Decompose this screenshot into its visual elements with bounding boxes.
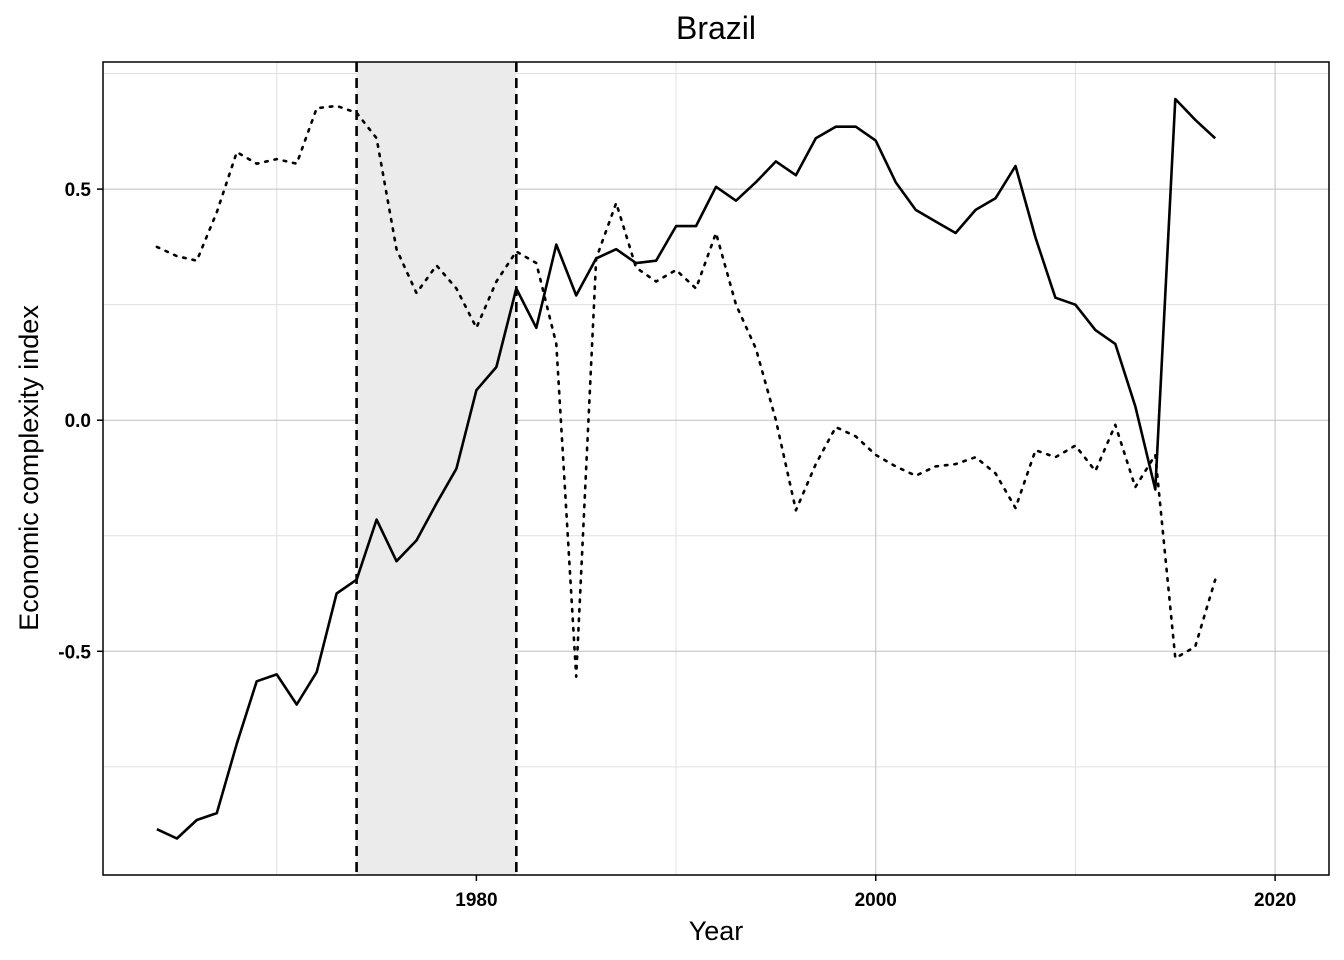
series-line-solid — [156, 97, 1217, 840]
series-line-dotted — [155, 104, 1217, 679]
shaded-period — [356, 62, 517, 875]
x-tick-label: 2000 — [855, 890, 897, 911]
y-tick-label: 0.0 — [65, 411, 91, 432]
minor-gridlines — [103, 62, 1329, 875]
y-axis-title: Economic complexity index — [14, 305, 44, 631]
series-lines — [155, 97, 1217, 840]
reference-lines — [355, 62, 518, 875]
plot-frame — [102, 61, 1330, 876]
y-axis-ticks: -0.5 0.0 0.5 — [58, 180, 103, 663]
x-tick-label: 1980 — [455, 890, 497, 911]
shaded-period-rect — [356, 62, 517, 875]
x-tick-label: 2020 — [1254, 890, 1296, 911]
x-axis-title: Year — [689, 916, 744, 946]
chart-title: Brazil — [676, 10, 756, 46]
y-tick-label: 0.5 — [65, 180, 92, 201]
y-tick-label: -0.5 — [58, 642, 91, 663]
x-axis-ticks: 1980 2000 2020 — [455, 875, 1296, 911]
major-gridlines — [103, 62, 1329, 875]
